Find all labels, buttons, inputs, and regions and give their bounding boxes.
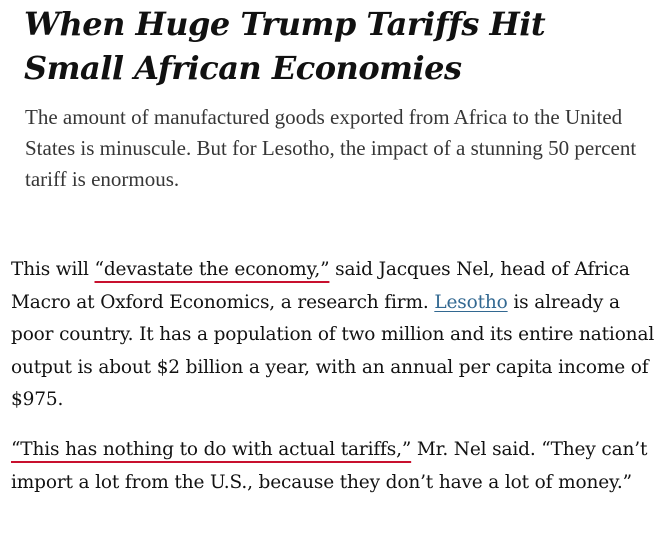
body-paragraph-2: “This has nothing to do with actual tari…	[11, 434, 657, 499]
paragraph-text: is already a poor country. It has a popu…	[11, 291, 655, 411]
lesotho-link[interactable]: Lesotho	[434, 291, 508, 313]
paragraph-text: Mr. Nel said. “They can’t import a lot f…	[11, 439, 648, 493]
paragraph-text: said Jacques Nel, head of Africa Macro a…	[11, 259, 630, 313]
devastate-the-economy-quote-link[interactable]: “devastate the economy,”	[94, 259, 330, 280]
headline: When Huge Trump Tariffs Hit Small Africa…	[24, 5, 546, 87]
paragraph-text: This will	[11, 259, 95, 280]
nothing-to-do-with-tariffs-quote-link[interactable]: “This has nothing to do with actual tari…	[11, 439, 412, 460]
body-paragraph-1: This will “devastate the economy,” said …	[11, 254, 657, 417]
article-summary: The amount of manufactured goods exporte…	[25, 105, 637, 191]
